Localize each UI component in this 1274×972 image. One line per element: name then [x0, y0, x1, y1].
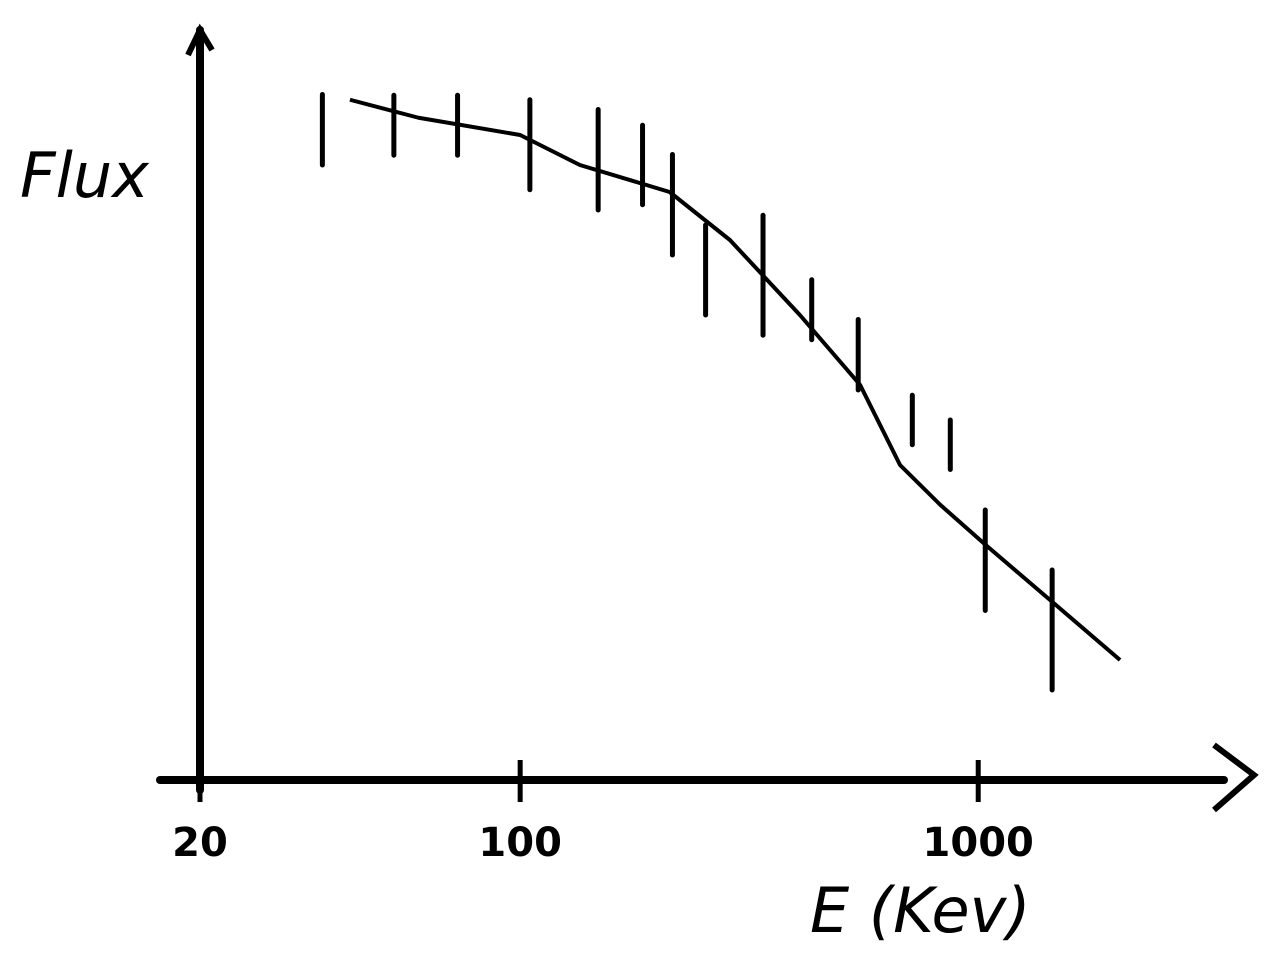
x-tick-label: 20	[172, 820, 228, 866]
x-axis-arrow	[1212, 742, 1259, 813]
x-axis-label: E (Kev)	[810, 874, 1031, 947]
x-tick-label: 100	[478, 820, 562, 866]
model-curve	[349, 97, 1122, 662]
y-axis-label: Flux	[20, 139, 150, 212]
x-tick-label: 1000	[923, 820, 1034, 866]
y-axis-arrow	[185, 23, 215, 57]
